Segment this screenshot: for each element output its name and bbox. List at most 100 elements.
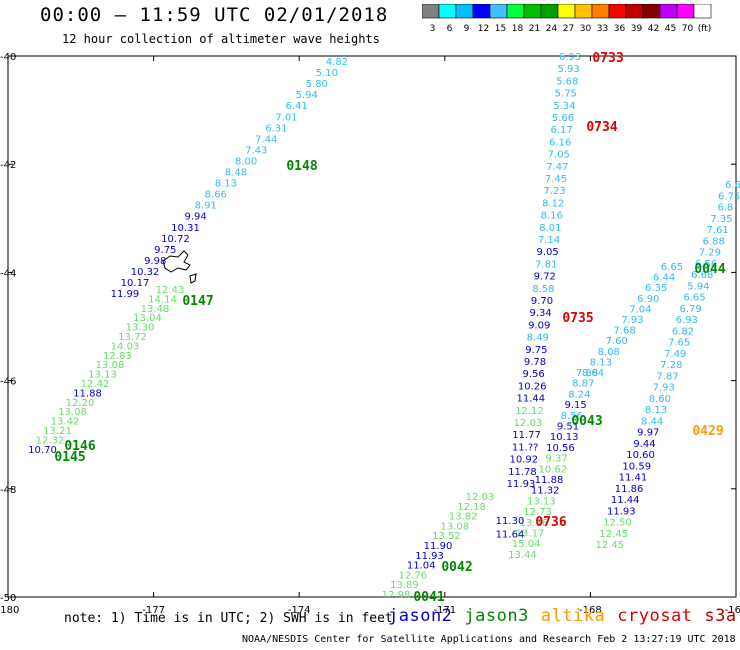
wave-height-value: 11.?? — [512, 442, 539, 453]
wave-height-value: 7.47 — [546, 162, 568, 173]
credit-footer: NOAA/NESDIS Center for Satellite Applica… — [242, 634, 736, 645]
wave-height-value: 13.48 — [141, 304, 170, 315]
wave-height-value: 13.42 — [51, 417, 80, 428]
wave-height-value: 6.90 — [637, 294, 659, 305]
wave-height-value: 9.09 — [528, 320, 550, 331]
pass-time-label: 0733 — [592, 51, 623, 66]
pass-time-label: 0148 — [286, 159, 317, 174]
wave-height-value: 8.64 — [582, 368, 604, 379]
wave-height-value: 9.94 — [184, 212, 206, 223]
wave-height-value: 11.99 — [111, 289, 140, 300]
wave-height-value: 10.60 — [626, 450, 655, 461]
wave-height-value: 15.04 — [512, 539, 541, 550]
wave-height-value: 12.03 — [514, 418, 543, 429]
wave-height-value: 6.41 — [285, 101, 307, 112]
wave-height-value: 12.03 — [466, 492, 495, 503]
wave-height-value: 9.98 — [144, 256, 166, 267]
wave-height-value: 14.03 — [111, 341, 140, 352]
scale-tick-label: 27 — [563, 24, 574, 34]
wave-height-value: 6.8 — [717, 203, 733, 214]
x-tick-label: -168 — [579, 605, 602, 616]
pass-time-label: 0147 — [182, 294, 213, 309]
wave-height-value: 6.65 — [683, 293, 705, 304]
wave-height-value: 13.82 — [449, 512, 478, 523]
wave-height-value: 13.21 — [43, 426, 72, 437]
wave-height-value: 5.94 — [296, 90, 318, 101]
page-subtitle: 12 hour collection of altimeter wave hei… — [62, 32, 380, 46]
x-tick-label: -171 — [433, 605, 456, 616]
wave-height-value: 13.46 — [519, 518, 548, 529]
wave-height-value: 5.34 — [553, 101, 575, 112]
scale-tick-label: 21 — [529, 24, 540, 34]
wave-height-value: 7.87 — [656, 371, 678, 382]
pass-time-label: 0735 — [562, 311, 593, 326]
wave-height-value: 11.32 — [531, 486, 560, 497]
scale-tick-label: 39 — [631, 24, 643, 34]
legend-s3a: s3a — [704, 606, 737, 626]
color-swatch — [693, 4, 712, 19]
wave-height-value: 9.75 — [525, 345, 547, 356]
island-outline — [189, 273, 197, 284]
y-tick-label: -42 — [0, 160, 16, 171]
wave-height-value: 6.68 — [691, 270, 713, 281]
wave-height-value: 6.65 — [661, 262, 683, 273]
wave-height-value: 13.08 — [58, 407, 87, 418]
scale-tick-label: 45 — [665, 24, 676, 34]
wave-height-value: 6.35 — [645, 283, 667, 294]
wave-height-value: 6.88 — [703, 236, 725, 247]
pass-time-label: 0734 — [586, 120, 617, 135]
wave-height-value: 10.72 — [161, 234, 190, 245]
wave-height-value: 6.6 — [725, 180, 740, 191]
wave-height-value: 10.56 — [546, 443, 575, 454]
wave-height-value: 8.60 — [649, 394, 671, 405]
legend-cryosat: cryosat — [617, 606, 693, 626]
wave-height-value: 10.70 — [28, 445, 57, 456]
wave-height-value: 11.78 — [508, 467, 537, 478]
pass-time-label: 0043 — [571, 414, 602, 429]
pass-time-label: 0042 — [441, 560, 472, 575]
wave-height-value: 13.17 — [516, 529, 545, 540]
wave-height-value: 7.04 — [629, 304, 651, 315]
y-tick-label: -44 — [0, 268, 16, 279]
wave-height-value: 14.14 — [148, 294, 177, 305]
wave-height-value: 8.48 — [225, 168, 247, 179]
wave-height-value: 8.16 — [541, 211, 563, 222]
wave-height-value: 8.00 — [235, 156, 257, 167]
wave-height-value: 8.13 — [590, 357, 612, 368]
page-title: 00:00 — 11:59 UTC 02/01/2018 — [40, 4, 389, 26]
wave-height-value: 6.16 — [549, 137, 571, 148]
wave-height-value: 6.93 — [559, 52, 581, 63]
wave-height-value: 6.82 — [672, 326, 694, 337]
wave-height-value: 7.01 — [275, 112, 297, 123]
wave-height-value: 10.13 — [550, 432, 579, 443]
wave-height-value: 13.08 — [96, 360, 125, 371]
wave-height-value: 8.12 — [542, 198, 564, 209]
wave-height-value: 6.56 — [695, 259, 717, 270]
wave-height-value: 7.28 — [660, 360, 682, 371]
y-tick-label: -48 — [0, 485, 16, 496]
wave-height-value: 7.14 — [538, 235, 560, 246]
wave-height-value: 10.32 — [131, 267, 160, 278]
wave-height-value: 7.23 — [543, 186, 565, 197]
wave-height-value: 12.45 — [599, 529, 628, 540]
wave-height-value: 9.70 — [531, 296, 553, 307]
wave-height-value: 13.08 — [440, 521, 469, 532]
wave-height-value: 12.76 — [398, 570, 427, 581]
wave-height-value: 9.44 — [633, 439, 655, 450]
wave-height-value: 5.75 — [555, 89, 577, 100]
wave-height-value: 7.49 — [664, 349, 686, 360]
wave-height-value: 13.30 — [126, 323, 155, 334]
wave-height-value: 6.17 — [550, 125, 572, 136]
wave-height-value: 10.59 — [622, 461, 651, 472]
pass-time-label: 0145 — [54, 450, 85, 465]
wave-height-value: 7.88 — [576, 368, 598, 379]
wave-height-value: 11.86 — [615, 484, 644, 495]
scale-tick-label: (ft) — [698, 24, 712, 34]
scale-tick-label: 33 — [597, 24, 608, 34]
legend-jason2: jason2 — [388, 606, 453, 626]
wave-height-value: 12.98 — [382, 590, 411, 601]
wave-height-value: 8.49 — [527, 333, 549, 344]
scale-tick-label: 9 — [464, 24, 470, 34]
wave-height-value: 9.78 — [524, 357, 546, 368]
